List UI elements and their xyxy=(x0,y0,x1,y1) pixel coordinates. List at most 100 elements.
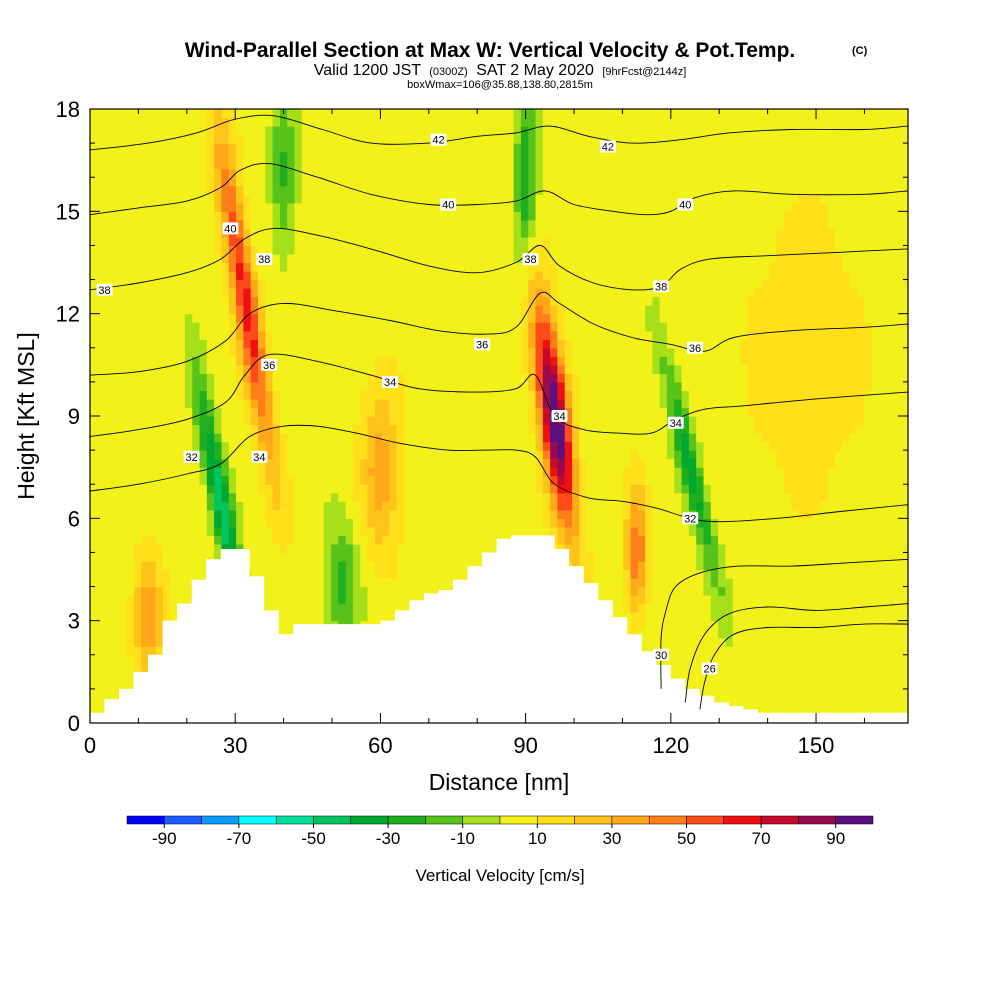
velocity-cell xyxy=(90,705,98,716)
velocity-cell xyxy=(272,441,281,451)
velocity-cell xyxy=(111,253,120,264)
velocity-cell xyxy=(338,364,347,374)
velocity-cell xyxy=(499,160,507,170)
velocity-cell xyxy=(389,424,398,434)
velocity-cell xyxy=(177,305,186,315)
velocity-cell xyxy=(411,305,420,315)
velocity-cell xyxy=(542,305,551,315)
velocity-cell xyxy=(133,305,142,315)
velocity-cell xyxy=(433,202,442,212)
velocity-cell xyxy=(484,407,493,417)
velocity-cell xyxy=(228,364,237,374)
velocity-cell xyxy=(528,407,537,417)
velocity-cell xyxy=(557,322,566,332)
velocity-cell xyxy=(477,160,485,170)
velocity-cell xyxy=(477,526,485,536)
velocity-cell xyxy=(331,347,339,357)
velocity-cell xyxy=(214,356,223,366)
velocity-cell xyxy=(352,219,361,229)
velocity-cell xyxy=(228,109,237,119)
velocity-cell xyxy=(345,177,354,187)
velocity-cell xyxy=(257,219,266,229)
velocity-cell xyxy=(163,253,171,264)
velocity-cell xyxy=(126,296,135,306)
velocity-cell xyxy=(404,253,412,264)
velocity-cell xyxy=(352,458,361,468)
velocity-cell xyxy=(119,671,128,681)
velocity-cell xyxy=(97,569,106,579)
velocity-cell xyxy=(586,535,595,545)
velocity-cell xyxy=(287,586,296,596)
velocity-cell xyxy=(520,356,529,366)
velocity-cell xyxy=(374,253,383,264)
velocity-cell xyxy=(586,543,595,554)
velocity-cell xyxy=(586,356,595,366)
velocity-cell xyxy=(338,373,347,383)
velocity-cell xyxy=(579,484,588,494)
velocity-cell xyxy=(579,552,588,562)
velocity-cell xyxy=(90,381,98,392)
velocity-cell xyxy=(97,134,106,144)
velocity-cell xyxy=(579,509,588,519)
velocity-cell xyxy=(382,578,391,588)
velocity-cell xyxy=(535,160,544,170)
velocity-cell xyxy=(90,646,98,656)
velocity-cell xyxy=(316,612,325,622)
velocity-cell xyxy=(265,185,274,195)
velocity-cell xyxy=(484,398,493,409)
velocity-cell xyxy=(126,364,135,374)
velocity-cell xyxy=(404,271,412,281)
velocity-cell xyxy=(104,245,113,255)
velocity-cell xyxy=(579,117,588,127)
velocity-cell xyxy=(97,671,106,681)
velocity-cell xyxy=(572,526,580,536)
velocity-cell xyxy=(513,424,522,434)
velocity-cell xyxy=(455,398,464,409)
velocity-cell xyxy=(331,339,339,349)
velocity-cell xyxy=(564,381,573,392)
velocity-cell xyxy=(557,134,566,144)
velocity-cell xyxy=(221,390,230,400)
velocity-cell xyxy=(141,194,150,204)
velocity-cell xyxy=(104,168,113,178)
velocity-cell xyxy=(564,424,573,434)
velocity-cell xyxy=(360,109,369,119)
velocity-cell xyxy=(396,228,405,238)
velocity-cell xyxy=(236,160,244,170)
velocity-cell xyxy=(97,168,106,178)
velocity-cell xyxy=(586,194,595,204)
velocity-cell xyxy=(265,236,274,247)
velocity-cell xyxy=(309,424,318,434)
velocity-cell xyxy=(126,322,135,332)
velocity-cell xyxy=(411,416,420,426)
velocity-cell xyxy=(338,552,347,562)
velocity-cell xyxy=(506,126,515,136)
velocity-cell xyxy=(250,330,259,340)
velocity-cell xyxy=(331,407,339,417)
velocity-cell xyxy=(455,390,464,400)
velocity-cell xyxy=(411,253,420,264)
velocity-cell xyxy=(170,194,179,204)
velocity-cell xyxy=(163,109,171,119)
velocity-cell xyxy=(323,228,332,238)
velocity-cell xyxy=(177,228,186,238)
velocity-cell xyxy=(579,356,588,366)
velocity-cell xyxy=(272,552,281,562)
velocity-cell xyxy=(455,433,464,443)
velocity-cell xyxy=(301,552,310,562)
velocity-cell xyxy=(141,177,150,187)
velocity-cell xyxy=(243,458,252,468)
velocity-cell xyxy=(469,177,478,187)
velocity-cell xyxy=(126,450,135,460)
velocity-cell xyxy=(294,245,303,255)
velocity-cell xyxy=(433,578,442,588)
velocity-cell xyxy=(331,535,339,545)
velocity-cell xyxy=(97,236,106,247)
velocity-cell xyxy=(272,398,281,409)
velocity-cell xyxy=(520,364,529,374)
velocity-cell xyxy=(111,219,120,229)
velocity-cell xyxy=(184,467,193,477)
velocity-cell xyxy=(199,484,208,494)
velocity-cell xyxy=(338,407,347,417)
velocity-cell xyxy=(257,381,266,392)
